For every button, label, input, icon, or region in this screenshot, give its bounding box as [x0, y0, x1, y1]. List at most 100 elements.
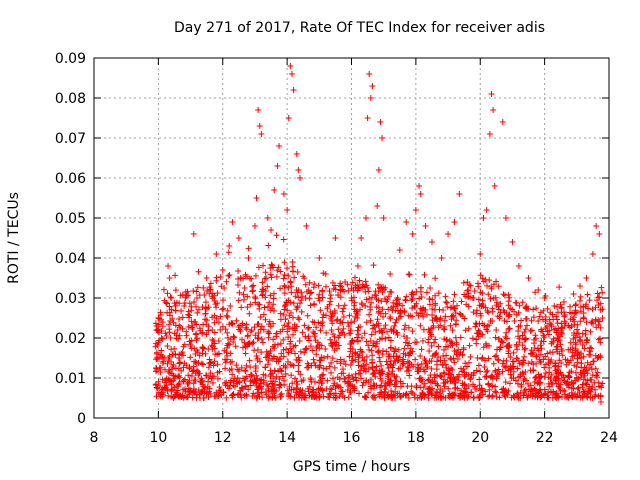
data-point: [186, 338, 193, 345]
data-point: [271, 345, 278, 352]
data-point: [377, 119, 384, 125]
data-point: [369, 393, 376, 400]
data-point: [429, 317, 436, 324]
data-point: [480, 215, 487, 221]
data-point: [260, 377, 267, 384]
data-point: [522, 345, 529, 352]
data-point: [242, 271, 249, 278]
data-point: [473, 340, 480, 347]
data-point: [226, 243, 233, 249]
data-point: [235, 324, 242, 331]
data-point: [464, 287, 471, 294]
data-point: [305, 388, 312, 395]
data-point: [309, 389, 316, 396]
data-point: [573, 350, 580, 357]
data-point: [371, 324, 378, 331]
data-point: [291, 274, 298, 281]
data-point: [396, 354, 403, 361]
data-point: [172, 302, 179, 309]
data-point: [199, 388, 206, 395]
data-point: [302, 390, 309, 397]
data-point: [506, 311, 513, 318]
data-point: [559, 352, 566, 359]
data-point: [195, 306, 202, 313]
data-point: [160, 358, 167, 365]
data-point: [480, 278, 487, 285]
data-point: [379, 289, 386, 296]
data-point: [449, 327, 456, 334]
data-point: [235, 391, 242, 398]
data-point: [365, 288, 372, 295]
data-point: [570, 329, 577, 336]
data-point: [211, 329, 218, 336]
data-point: [350, 294, 357, 301]
data-point: [192, 318, 199, 325]
data-point: [339, 319, 346, 326]
data-point: [501, 389, 508, 396]
data-point: [288, 283, 295, 290]
data-point: [483, 207, 490, 213]
data-point: [572, 341, 579, 348]
data-point: [170, 372, 177, 379]
data-point: [496, 394, 503, 401]
y-tick-label: 0.01: [55, 371, 86, 387]
data-point: [209, 336, 216, 343]
data-point: [267, 373, 274, 380]
data-point: [289, 380, 296, 387]
data-point: [303, 223, 310, 229]
data-point: [561, 313, 568, 320]
data-point: [387, 326, 394, 333]
data-point: [537, 309, 544, 316]
data-point: [285, 320, 292, 326]
data-point: [479, 354, 486, 361]
data-point: [164, 343, 171, 350]
data-point: [320, 393, 327, 400]
data-point: [372, 373, 379, 380]
data-point: [492, 368, 499, 375]
data-point: [344, 281, 351, 288]
data-point: [547, 358, 554, 365]
data-point: [282, 364, 289, 371]
data-point: [571, 321, 578, 328]
data-point: [381, 388, 388, 395]
data-point: [467, 282, 474, 289]
data-point: [487, 374, 494, 381]
data-point: [301, 349, 308, 356]
data-point: [493, 375, 500, 382]
data-point: [367, 95, 374, 101]
data-point: [369, 352, 376, 359]
data-point: [568, 368, 575, 375]
data-point: [280, 336, 287, 343]
data-point: [169, 363, 176, 370]
data-point: [452, 334, 459, 341]
data-point: [522, 336, 529, 343]
data-point: [258, 383, 265, 390]
data-point: [258, 288, 265, 295]
data-point: [530, 367, 537, 374]
data-point: [327, 369, 334, 376]
data-point: [587, 344, 594, 351]
data-point: [497, 300, 504, 307]
data-point: [513, 299, 520, 306]
data-point: [172, 391, 179, 398]
data-point: [584, 291, 591, 298]
data-point: [328, 326, 335, 333]
data-point: [260, 311, 267, 318]
data-point: [399, 358, 406, 365]
data-point: [576, 351, 583, 358]
data-point: [290, 300, 297, 307]
data-point: [252, 295, 259, 302]
data-point: [566, 309, 573, 316]
data-point: [571, 393, 578, 400]
data-point: [471, 287, 478, 294]
data-point: [330, 285, 337, 292]
data-point: [229, 392, 236, 399]
data-point: [357, 367, 364, 374]
data-point: [295, 167, 302, 173]
data-point: [276, 382, 283, 389]
data-point: [242, 367, 249, 374]
data-point: [194, 367, 201, 374]
data-point: [442, 293, 449, 300]
data-point: [338, 388, 345, 395]
data-point: [190, 358, 197, 365]
